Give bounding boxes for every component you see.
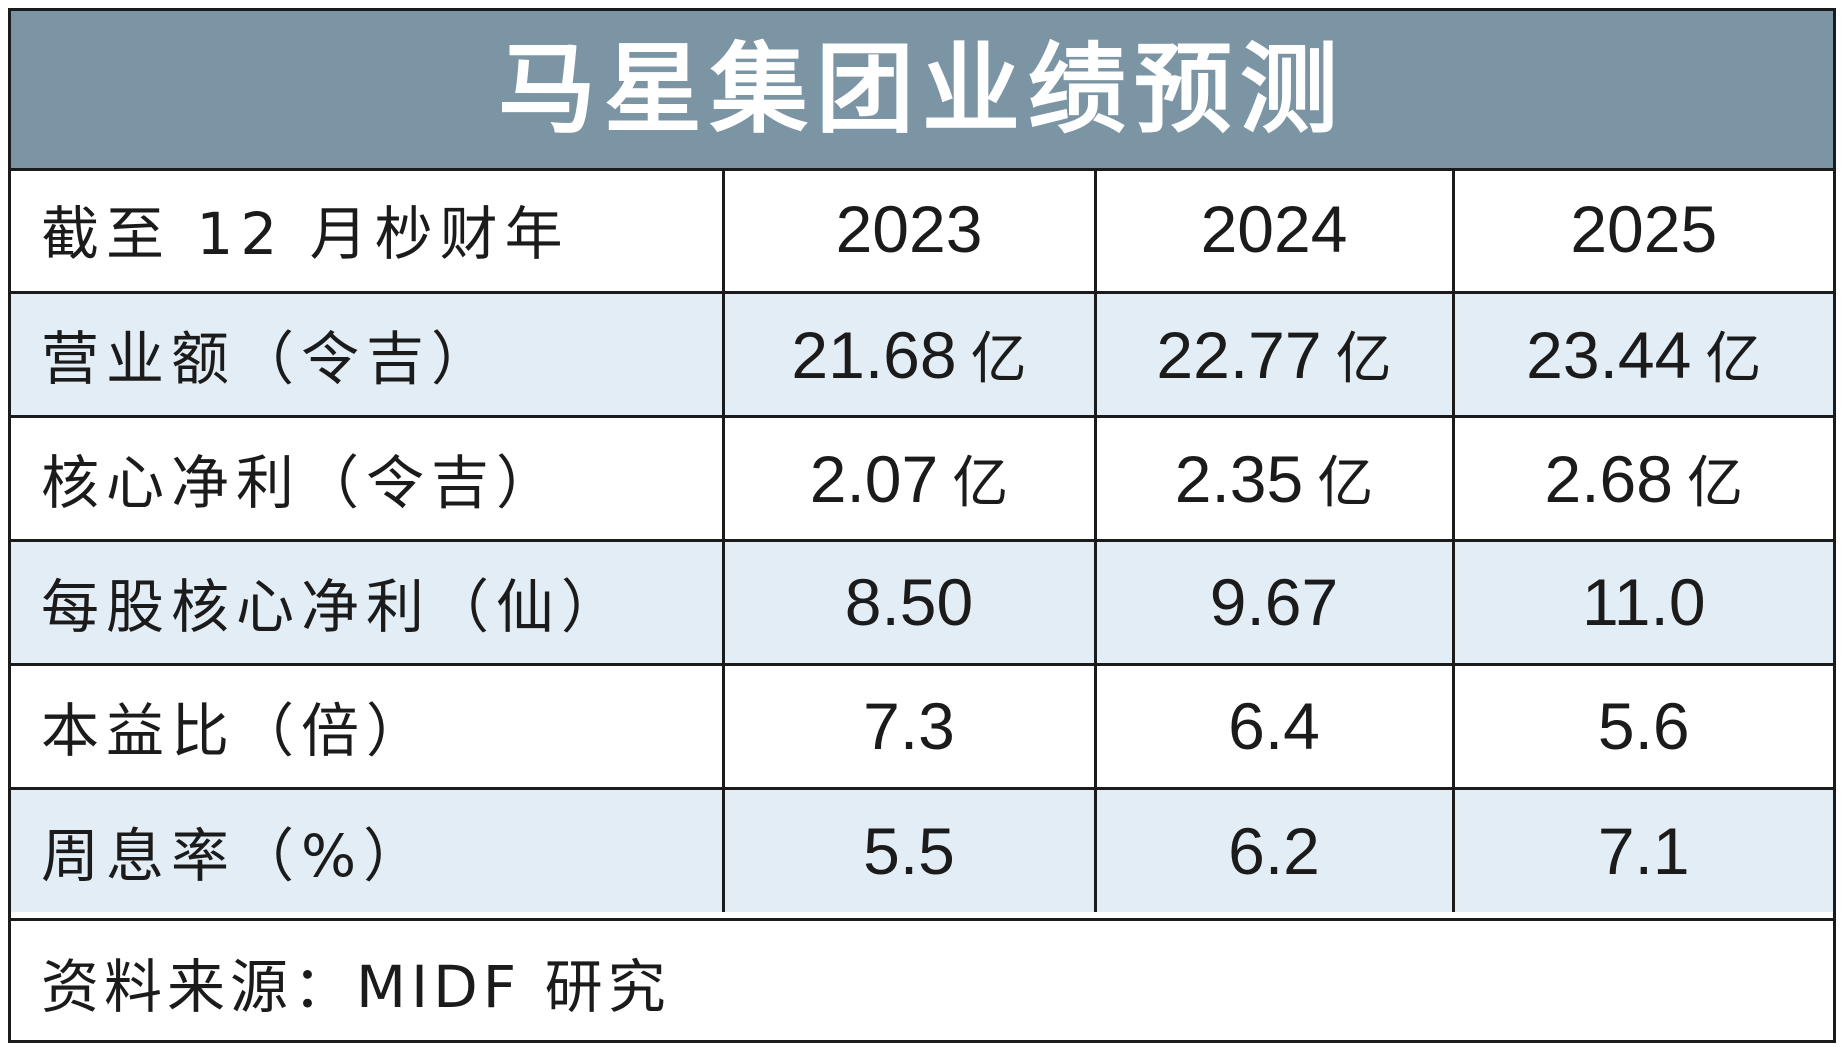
cell-value: 6.4 bbox=[1228, 689, 1320, 763]
title-bar: 马星集团业绩预测 bbox=[11, 11, 1833, 171]
source-note: 资料来源：MIDF 研究 bbox=[11, 918, 1833, 1040]
cell-value: 21.68 bbox=[791, 317, 957, 392]
cell-value: 7.1 bbox=[1597, 813, 1690, 888]
chart-title: 马星集团业绩预测 bbox=[497, 32, 1346, 147]
cell-value: 6.2 bbox=[1228, 813, 1320, 888]
forecast-table-frame: 马星集团业绩预测 截至 12 月杪财年 2023 2024 2025 营业额（令… bbox=[8, 8, 1836, 1043]
row-label: 本益比（倍） bbox=[11, 662, 723, 788]
cell-unit: 亿 bbox=[1317, 450, 1374, 516]
cell-value: 9.67 bbox=[1209, 565, 1339, 639]
cell-value: 7.3 bbox=[863, 689, 955, 763]
header-year-2023: 2023 bbox=[721, 168, 1095, 292]
cell-unit: 亿 bbox=[1686, 450, 1743, 516]
forecast-table: 截至 12 月杪财年 2023 2024 2025 营业额（令吉） 21.68 亿 2… bbox=[11, 168, 1833, 912]
table-row: 核心净利（令吉） 2.07 亿 2.35 亿 2.68 亿 bbox=[11, 414, 1833, 540]
table-row: 营业额（令吉） 21.68 亿 22.77 亿 23.44 亿 bbox=[11, 290, 1833, 416]
row-label: 每股核心净利（仙） bbox=[11, 538, 723, 664]
cell-value: 2.07 bbox=[809, 441, 939, 516]
cell-value: 5.5 bbox=[863, 813, 955, 888]
forecast-table-body: 截至 12 月杪财年 2023 2024 2025 营业额（令吉） 21.68 亿 2… bbox=[11, 168, 1833, 912]
cell-unit: 亿 bbox=[1705, 326, 1762, 392]
cell-value: 5.6 bbox=[1597, 689, 1690, 763]
row-label: 营业额（令吉） bbox=[11, 290, 723, 416]
header-year-2024: 2024 bbox=[1093, 168, 1453, 292]
table-cell: 2.07 亿 bbox=[721, 414, 1095, 540]
table-cell: 7.3 bbox=[721, 662, 1095, 788]
table-cell: 21.68 亿 bbox=[721, 290, 1095, 416]
cell-value: 23.44 bbox=[1526, 317, 1692, 392]
table-cell: 2.35 亿 bbox=[1093, 414, 1453, 540]
cell-value: 22.77 bbox=[1156, 317, 1322, 392]
table-cell: 11.0 bbox=[1451, 538, 1833, 664]
cell-unit: 亿 bbox=[1335, 326, 1392, 392]
cell-unit: 亿 bbox=[970, 326, 1027, 392]
cell-value: 11.0 bbox=[1581, 565, 1706, 639]
table-cell: 9.67 bbox=[1093, 538, 1453, 664]
cell-value: 2.35 bbox=[1174, 441, 1304, 516]
cell-value: 2.68 bbox=[1544, 441, 1673, 516]
table-header-row: 截至 12 月杪财年 2023 2024 2025 bbox=[11, 168, 1833, 292]
header-year-2025: 2025 bbox=[1451, 168, 1833, 292]
table-cell: 5.5 bbox=[721, 786, 1095, 912]
table-row: 周息率（%） 5.5 6.2 7.1 bbox=[11, 786, 1833, 912]
cell-value: 8.50 bbox=[844, 565, 974, 639]
table-cell: 23.44 亿 bbox=[1451, 290, 1833, 416]
table-cell: 22.77 亿 bbox=[1093, 290, 1453, 416]
table-row: 每股核心净利（仙） 8.50 9.67 11.0 bbox=[11, 538, 1833, 664]
header-label: 截至 12 月杪财年 bbox=[41, 200, 570, 269]
table-cell: 6.4 bbox=[1093, 662, 1453, 788]
row-label: 核心净利（令吉） bbox=[11, 414, 723, 540]
cell-unit: 亿 bbox=[952, 450, 1009, 516]
row-label: 周息率（%） bbox=[11, 786, 723, 912]
table-cell: 5.6 bbox=[1451, 662, 1833, 788]
table-cell: 2.68 亿 bbox=[1451, 414, 1833, 540]
table-cell: 8.50 bbox=[721, 538, 1095, 664]
table-cell: 7.1 bbox=[1451, 786, 1833, 912]
table-cell: 6.2 bbox=[1093, 786, 1453, 912]
table-row: 本益比（倍） 7.3 6.4 5.6 bbox=[11, 662, 1833, 788]
